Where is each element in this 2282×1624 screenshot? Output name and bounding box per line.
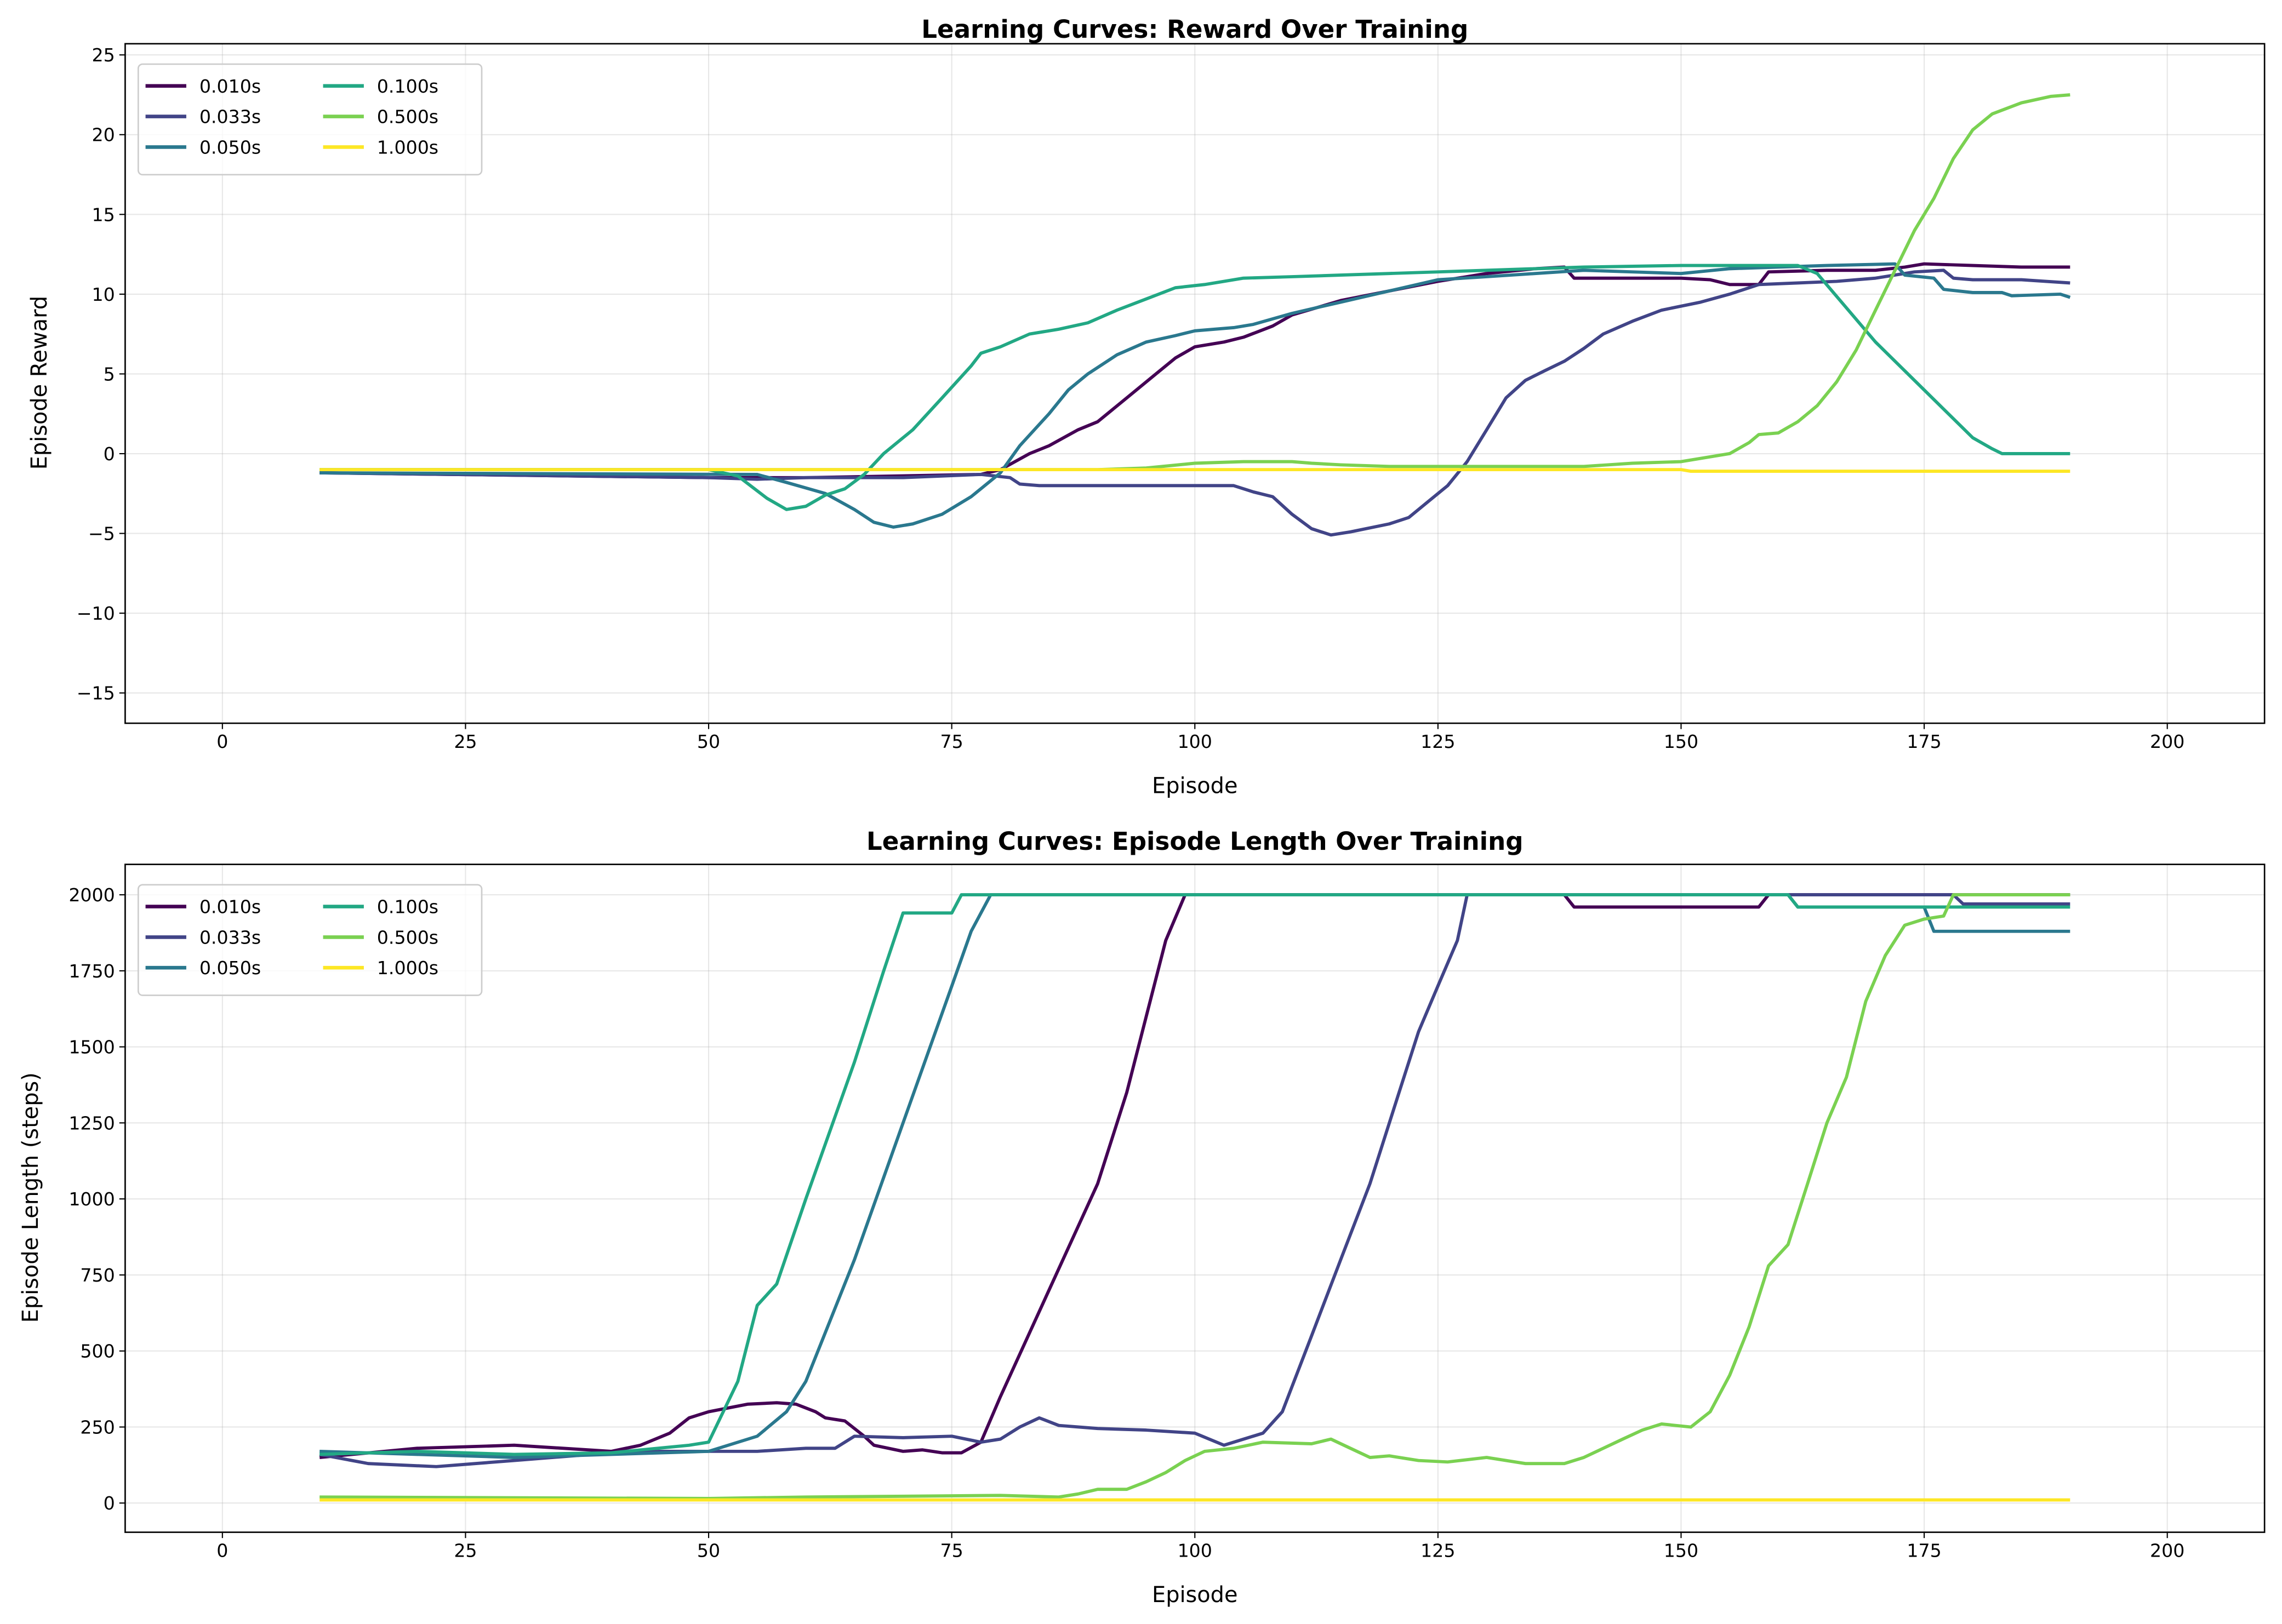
y-tick-label: 1250	[69, 1112, 115, 1134]
series-line-0.100s	[320, 893, 2070, 1456]
chart-title: Learning Curves: Episode Length Over Tra…	[866, 827, 1524, 856]
legend-label: 1.000s	[377, 136, 438, 158]
series-line-0.050s	[320, 262, 2071, 529]
series-line-0.500s	[320, 893, 2070, 1500]
y-tick-label: −10	[77, 603, 115, 624]
y-axis-label: Episode Reward	[27, 296, 52, 470]
legend: 0.010s 0.033s 0.050s 0.100s 0.500s 1.000s	[137, 884, 483, 996]
legend-label: 0.100s	[377, 76, 438, 97]
x-tick-label: 175	[1907, 731, 1941, 752]
y-tick-label: 250	[80, 1416, 115, 1438]
y-tick-label: 1750	[69, 960, 115, 982]
x-tick-label: 50	[697, 731, 720, 752]
x-tick-label: 175	[1907, 1540, 1941, 1562]
y-tick-label: 750	[80, 1265, 115, 1286]
x-tick-label: 150	[1664, 731, 1698, 752]
x-tick-label: 150	[1664, 1540, 1698, 1562]
y-tick-label: 1500	[69, 1037, 115, 1058]
legend-label: 0.050s	[199, 957, 261, 979]
chart-title: Learning Curves: Reward Over Training	[921, 15, 1468, 44]
x-tick-label: 50	[697, 1540, 720, 1562]
y-tick-label: 20	[92, 124, 115, 146]
y-tick-label: −15	[77, 683, 115, 704]
legend-label: 0.500s	[377, 106, 438, 128]
legend-label: 1.000s	[377, 957, 438, 979]
y-tick-label: 500	[80, 1341, 115, 1362]
series-line-0.033s	[320, 268, 2070, 537]
legend-label: 0.100s	[377, 896, 438, 918]
legend-label: 0.010s	[199, 896, 261, 918]
x-axis-label: Episode	[1152, 1582, 1237, 1608]
y-tick-label: 2000	[69, 884, 115, 906]
legend: 0.010s 0.033s 0.050s 0.100s 0.500s 1.000s	[137, 63, 483, 176]
legend-label: 0.010s	[199, 76, 261, 97]
x-tick-label: 100	[1178, 731, 1212, 752]
series-line-0.010s	[319, 893, 2070, 1459]
y-axis-label: Episode Length (steps)	[18, 1072, 43, 1323]
series-line-1.000s	[320, 468, 2070, 473]
y-tick-label: 1000	[69, 1188, 115, 1210]
reward-chart: Learning Curves: Reward Over Training Ep…	[27, 15, 2266, 798]
y-tick-label: 0	[104, 443, 115, 465]
x-axis-label: Episode	[1152, 773, 1237, 798]
x-tick-label: 25	[454, 731, 477, 752]
y-tick-label: 15	[92, 204, 115, 225]
x-tick-label: 100	[1178, 1540, 1212, 1562]
y-tick-label: 10	[92, 284, 115, 305]
x-tick-label: 25	[454, 1540, 477, 1562]
legend-label: 0.033s	[199, 106, 261, 128]
legend-label: 0.033s	[199, 927, 261, 948]
series-line-0.500s	[320, 93, 2070, 472]
x-tick-label: 75	[940, 731, 963, 752]
y-tick-label: −5	[88, 523, 115, 545]
plot-frame	[124, 43, 2266, 724]
x-tick-label: 125	[1420, 731, 1455, 752]
legend-label: 0.050s	[199, 136, 261, 158]
legend-box	[137, 884, 483, 996]
x-tick-label: 0	[216, 1540, 228, 1562]
x-tick-label: 200	[2150, 731, 2184, 752]
plot-frame	[124, 864, 2266, 1533]
x-tick-label: 0	[216, 731, 228, 752]
series-line-0.100s	[320, 264, 2070, 511]
legend-box	[137, 63, 483, 176]
x-tick-label: 200	[2150, 1540, 2184, 1562]
x-tick-label: 75	[940, 1540, 963, 1562]
y-tick-label: 0	[104, 1493, 115, 1514]
x-tick-label: 125	[1420, 1540, 1455, 1562]
legend-label: 0.500s	[377, 927, 438, 948]
y-tick-label: 25	[92, 44, 115, 66]
episode-length-chart: Learning Curves: Episode Length Over Tra…	[18, 827, 2266, 1608]
y-tick-label: 5	[104, 363, 115, 385]
